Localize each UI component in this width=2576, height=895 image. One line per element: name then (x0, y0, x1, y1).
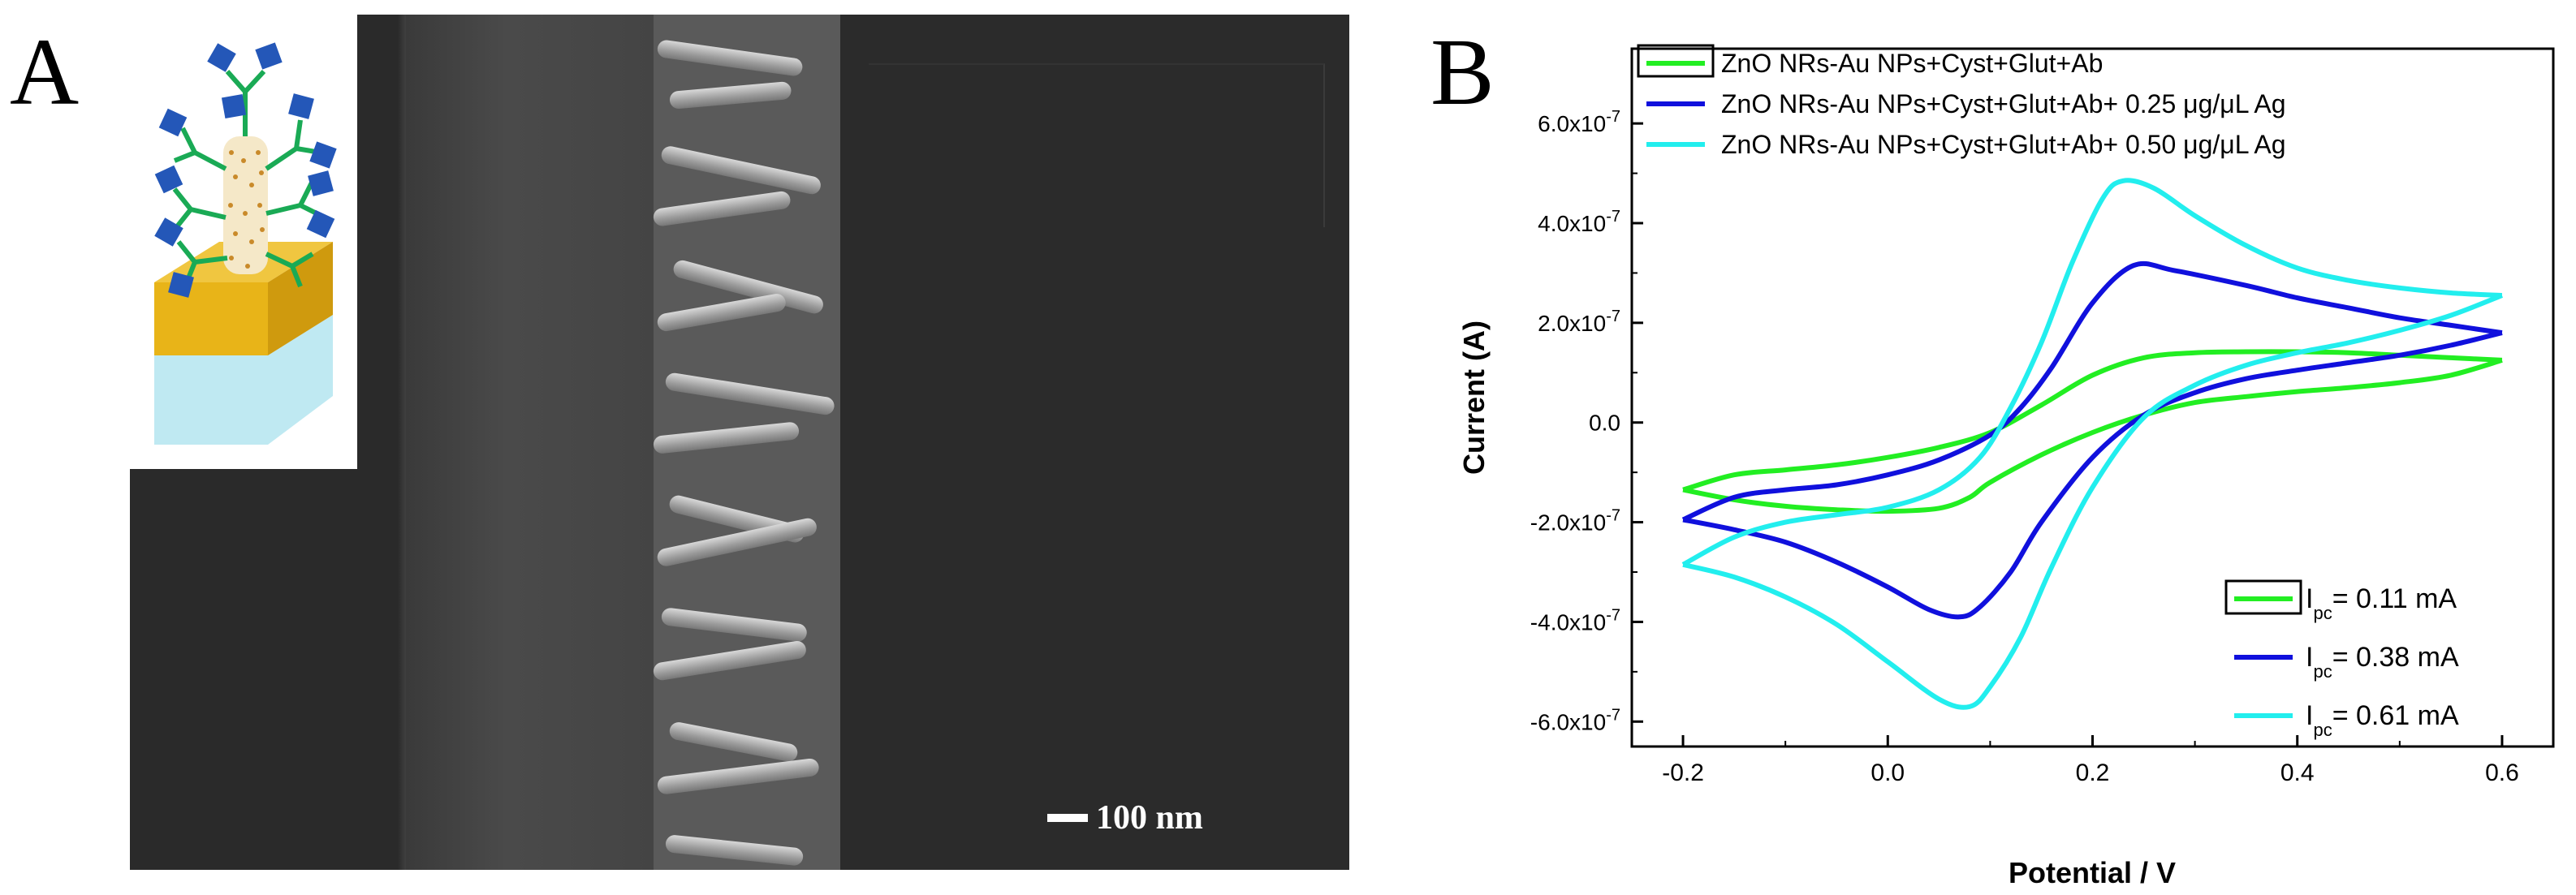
series-legend: ZnO NRs-Au NPs+Cyst+Glut+Ab ZnO NRs-Au NP… (1637, 44, 2286, 159)
electrode-schematic (130, 15, 357, 469)
cv-series-2-reverse (1682, 293, 2503, 710)
y-axis: 6.0x10-7 4.0x10-7 2.0x10-7 0.0 -2.0x10-7 -4.0… (1530, 108, 1643, 734)
y-tick-label-5: -4.0x10-7 (1530, 606, 1620, 635)
legend-label-1: ZnO NRs-Au NPs+Cyst+Glut+Ab+ 0.25 μg/μL … (1721, 89, 2286, 118)
y-tick-label-6: -6.0x10-7 (1530, 706, 1620, 734)
x-tick-label-3: 0.4 (2280, 759, 2315, 786)
nanorod-1 (669, 80, 792, 110)
y-tick-label-1: 4.0x10-7 (1538, 208, 1620, 236)
legend-box-0 (1637, 44, 1715, 78)
cv-series-2-forward (1681, 178, 2503, 567)
cv-curves (1681, 178, 2503, 710)
x-tick-label-4: 0.6 (2485, 759, 2519, 786)
x-axis: -0.2 0.0 0.2 0.4 0.6 (1662, 735, 2519, 786)
x-tick-label-1: 0.0 (1871, 759, 1905, 786)
scale-bar-label: 100 nm (1096, 799, 1203, 837)
sem-background (840, 15, 1349, 870)
ipc-legend: Ipc= 0.11 mA Ipc= 0.38 mA Ipc= 0.61 mA (2224, 579, 2459, 740)
cv-series-1-reverse (1682, 330, 2503, 620)
x-tick-label-2: 0.2 (2076, 759, 2110, 786)
y-tick-label-2: 2.0x10-7 (1538, 308, 1620, 336)
nanorod (223, 136, 268, 274)
legend-label-0: ZnO NRs-Au NPs+Cyst+Glut+Ab (1721, 49, 2103, 78)
sem-faint-outline (869, 63, 1325, 227)
nanorod-14 (664, 834, 805, 867)
nanorod-0 (656, 39, 804, 77)
panel-b-letter: B (1430, 19, 1495, 125)
gold-layer-front (154, 282, 268, 355)
y-tick-label-4: -2.0x10-7 (1530, 507, 1620, 536)
nanorod-11 (652, 639, 808, 682)
nanorod-6 (664, 372, 836, 416)
nanorod-5 (656, 292, 787, 333)
y-tick-label-0: 6.0x10-7 (1538, 108, 1620, 136)
ipc-label-0: Ipc= 0.11 mA (2306, 583, 2457, 623)
nanorod-7 (652, 421, 800, 454)
scale-bar-line (1047, 814, 1088, 822)
scale-bar: 100 nm (1047, 794, 1340, 842)
x-tick-label-0: -0.2 (1662, 759, 1704, 786)
ipc-label-1: Ipc= 0.38 mA (2306, 642, 2459, 682)
electrode-schematic-drawing (154, 42, 337, 445)
nanorod-3 (652, 190, 792, 227)
gold-layer-side (268, 242, 333, 355)
sem-micrograph: 100 nm (130, 15, 1349, 870)
sem-substrate-band (406, 15, 658, 870)
cv-series-0-reverse (1682, 358, 2503, 514)
y-tick-label-3: 0.0 (1589, 411, 1620, 436)
cv-series-0-forward (1682, 349, 2503, 493)
nanorod-10 (660, 607, 808, 643)
glass-substrate (154, 315, 333, 445)
sem-nanorod-layer (652, 15, 840, 870)
ipc-legend-box-0 (2224, 579, 2302, 615)
ipc-label-2: Ipc= 0.61 mA (2306, 700, 2459, 740)
nanorod-13 (656, 757, 820, 795)
cv-chart-svg: -0.2 0.0 0.2 0.4 0.6 6.0x10-7 4.0x10-7 2.0x10-… (1457, 44, 2555, 889)
y-axis-label: Current (A) (1457, 321, 1491, 475)
cv-series-1-forward (1681, 260, 2503, 523)
antigens (154, 42, 337, 298)
cv-chart: -0.2 0.0 0.2 0.4 0.6 6.0x10-7 4.0x10-7 2.0x10-… (1437, 0, 2576, 895)
gold-nanoparticles (228, 150, 265, 269)
panel-a-letter: A (10, 19, 80, 125)
nanorod-2 (659, 144, 822, 196)
legend-label-2: ZnO NRs-Au NPs+Cyst+Glut+Ab+ 0.50 μg/μL … (1721, 130, 2286, 159)
x-axis-label: Potential / V (2009, 856, 2176, 889)
nanorod-12 (667, 721, 800, 764)
